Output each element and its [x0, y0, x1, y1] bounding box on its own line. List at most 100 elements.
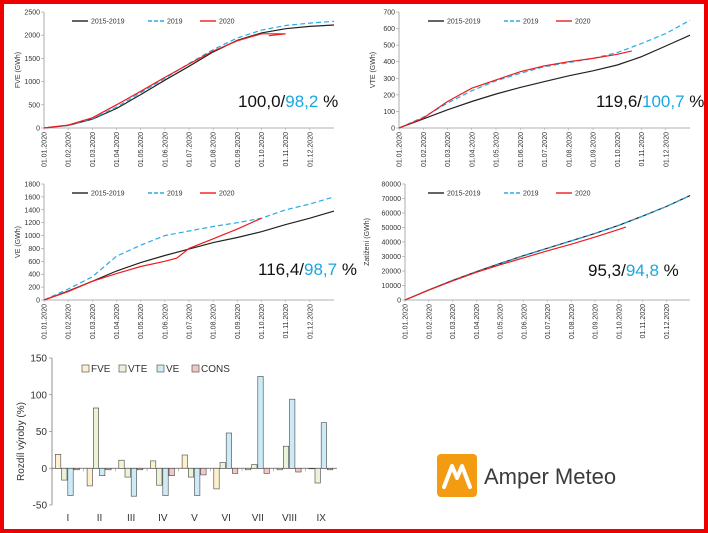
x-tick-label: 01.08.2020 [211, 132, 218, 167]
y-tick-label: 1200 [24, 220, 40, 227]
x-tick-label: 01.03.2020 [90, 132, 97, 167]
x-tick-label: 01.01.2020 [403, 304, 410, 339]
y-tick-label: 300 [383, 76, 395, 83]
bar-VE [320, 422, 327, 469]
legend-label: 2015-2019 [91, 19, 125, 26]
series-line-2015-2019 [398, 34, 691, 129]
series-line-2020 [43, 33, 286, 129]
ratio-annotation: 100,0/98,2 % [238, 92, 338, 111]
x-tick-label: 01.12.2020 [307, 132, 314, 167]
bar-x-tick-label: VII [252, 513, 264, 524]
bar-legend-label: VTE [128, 364, 148, 375]
ratio-first: 116,4/ [258, 260, 304, 279]
series-line-2020 [404, 226, 627, 301]
bar-legend-label: VE [166, 364, 180, 375]
x-tick-label: 01.10.2020 [259, 132, 266, 167]
bar-VE [99, 467, 106, 476]
legend-label: 2015-2019 [447, 19, 481, 26]
x-tick-label: 01.04.2020 [474, 304, 481, 339]
x-tick-label: 01.12.2020 [307, 304, 314, 339]
bar-VTE [188, 467, 195, 478]
bar-VTE [124, 467, 131, 478]
bar-x-tick-label: I [66, 513, 69, 524]
bar-VE [194, 467, 201, 496]
bar-y-tick-label: 150 [30, 354, 47, 365]
bar-VTE [93, 407, 100, 469]
bar-FVE [55, 453, 62, 469]
bar-legend-swatch [118, 364, 127, 373]
legend-label: 2015-2019 [91, 191, 125, 198]
x-tick-label: 01.11.2020 [639, 132, 646, 167]
x-tick-label: 01.11.2020 [283, 132, 290, 167]
bar-FVE [213, 467, 220, 490]
y-axis-label: VE (GWh) [15, 226, 22, 258]
y-tick-label: 1000 [24, 79, 40, 86]
ratio-first: 100,0/ [238, 92, 286, 111]
bar-CONS [200, 467, 207, 476]
line-chart-2: 0 100 200 300 400 500 600 700 VTE (GWh) 01.01.202… [370, 10, 704, 168]
y-tick-label: 500 [383, 43, 395, 50]
y-tick-label: 600 [28, 259, 40, 266]
y-tick-label: 400 [28, 272, 40, 279]
series-line-2019 [43, 196, 335, 301]
bar-legend-label: CONS [201, 364, 230, 375]
x-tick-label: 01.06.2020 [162, 304, 169, 339]
y-tick-label: 500 [28, 102, 40, 109]
x-tick-label: 01.05.2020 [138, 132, 145, 167]
amper-meteo-logo: Amper Meteo [437, 454, 616, 497]
bar-x-tick-label: VIII [282, 513, 297, 524]
x-tick-label: 01.10.2020 [259, 304, 266, 339]
bar-FVE [150, 460, 157, 469]
x-tick-label: 01.03.2020 [90, 304, 97, 339]
x-tick-label: 01.05.2020 [138, 304, 145, 339]
bar-VE [289, 398, 296, 469]
bar-x-tick-label: III [127, 513, 135, 524]
bar-VE [257, 376, 264, 469]
y-tick-label: 200 [383, 92, 395, 99]
legend-label: 2020 [575, 19, 591, 26]
y-tick-label: 0 [36, 126, 40, 133]
x-tick-label: 01.03.2020 [445, 132, 452, 167]
y-tick-label: 2500 [24, 10, 40, 17]
bar-VE [67, 467, 74, 496]
bar-legend-swatch [191, 364, 200, 373]
series-line-2019 [398, 19, 691, 129]
bar-FVE [181, 454, 188, 469]
x-tick-label: 01.01.2020 [42, 132, 49, 167]
legend-label: 2015-2019 [447, 191, 481, 198]
x-tick-label: 01.01.2020 [42, 304, 49, 339]
x-tick-label: 01.04.2020 [114, 304, 121, 339]
x-tick-label: 01.03.2020 [450, 304, 457, 339]
legend-label: 2019 [523, 191, 539, 198]
bar-y-tick-label: -50 [33, 501, 48, 512]
x-tick-label: 01.08.2020 [569, 304, 576, 339]
ratio-unit: % [318, 92, 338, 111]
ratio-second: 98,2 [285, 92, 318, 111]
ratio-first: 119,6/ [596, 92, 642, 111]
y-tick-label: 200 [28, 285, 40, 292]
bar-VTE [282, 445, 289, 469]
bar-FVE [276, 467, 283, 471]
legend-label: 2019 [167, 191, 183, 198]
y-tick-label: 10000 [382, 283, 402, 290]
bar-FVE [118, 459, 125, 469]
bar-FVE [245, 467, 252, 471]
ratio-second: 98,7 [304, 260, 337, 279]
x-tick-label: 01.02.2020 [66, 132, 73, 167]
bar-FVE [308, 467, 315, 470]
logo-text: Amper Meteo [484, 464, 616, 489]
line-chart-1: 0 500 1000 1500 2000 2500 FVE (GWh) 01.01.2020 0… [15, 10, 338, 168]
ratio-second: 94,8 [626, 261, 659, 280]
bar-VE [225, 432, 232, 469]
y-tick-label: 1000 [24, 233, 40, 240]
y-tick-label: 0 [391, 126, 395, 133]
series-line-2020 [398, 50, 632, 129]
bar-CONS [105, 467, 112, 471]
line-chart-4: 0 10000 20000 30000 40000 50000 60000 70000 8000… [364, 182, 691, 339]
ratio-unit: % [337, 260, 357, 279]
x-tick-label: 01.08.2020 [211, 304, 218, 339]
y-tick-label: 400 [383, 59, 395, 66]
x-tick-label: 01.12.2020 [663, 132, 670, 167]
y-tick-label: 0 [397, 298, 401, 305]
bar-x-tick-label: II [97, 513, 103, 524]
